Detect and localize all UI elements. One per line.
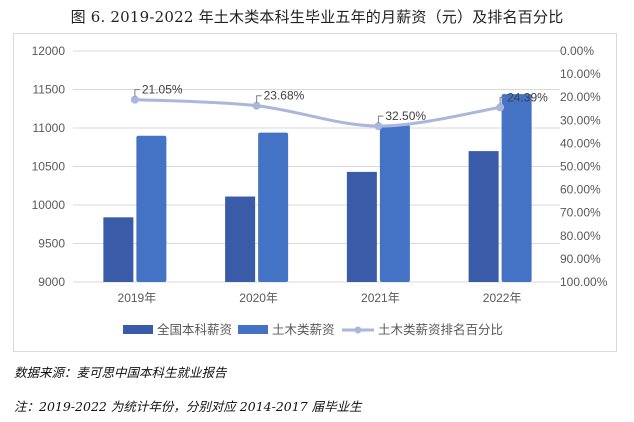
x-tick-label: 2022年 <box>483 291 522 305</box>
remark-note: 注：2019-2022 为统计年份，分别对应 2014-2017 届毕业生 <box>14 399 362 414</box>
label-leader <box>377 115 384 124</box>
rank-data-label: 32.50% <box>385 109 426 123</box>
left-tick-label: 9500 <box>38 237 65 251</box>
bar-civil-salary <box>379 124 410 282</box>
right-tick-label: 0.00% <box>560 44 594 58</box>
bar-civil-salary <box>136 135 167 282</box>
right-tick-label: 90.00% <box>560 252 601 266</box>
chart-title: 图 6. 2019-2022 年土木类本科生毕业五年的月薪资（元）及排名百分比 <box>70 8 564 26</box>
data-source-note: 数据来源：麦可思中国本科生就业报告 <box>14 365 227 380</box>
bar-national-salary <box>468 151 499 282</box>
bar-national-salary <box>346 171 377 282</box>
legend: 全国本科薪资 土木类薪资 土木类薪资排名百分比 <box>123 322 503 337</box>
bar-national-salary <box>225 196 256 282</box>
left-tick-label: 10500 <box>32 160 66 174</box>
right-tick-label: 50.00% <box>560 160 601 174</box>
rank-marker <box>252 101 261 110</box>
x-tick-label: 2020年 <box>239 291 278 305</box>
right-tick-label: 80.00% <box>560 229 601 243</box>
right-axis-ticks: 0.00% 10.00% 20.00% 30.00% 40.00% 50.00% 60.00… <box>560 44 608 289</box>
left-tick-label: 11500 <box>33 83 66 97</box>
bar-national-salary <box>103 217 134 282</box>
legend-swatch-national <box>123 325 153 334</box>
rank-marker <box>130 95 139 104</box>
label-leader <box>256 95 262 103</box>
rank-marker <box>374 122 383 131</box>
left-tick-label: 10000 <box>32 198 66 212</box>
legend-label-rank: 土木类薪资排名百分比 <box>378 322 503 337</box>
label-leader <box>499 96 506 105</box>
rank-data-label: 21.05% <box>142 83 183 97</box>
rank-marker <box>496 103 505 112</box>
right-tick-label: 100.00% <box>560 275 608 289</box>
x-axis-labels: 2019年 2020年 2021年 2022年 <box>118 291 522 305</box>
right-tick-label: 40.00% <box>560 136 601 150</box>
rank-data-label: 23.68% <box>264 89 305 103</box>
right-tick-label: 30.00% <box>560 113 601 127</box>
bar-civil-salary <box>501 94 532 283</box>
legend-label-civil: 土木类薪资 <box>272 323 335 337</box>
right-tick-label: 20.00% <box>560 90 601 104</box>
left-axis-ticks: 12000 11500 11000 10500 10000 9500 9000 <box>32 44 66 289</box>
x-tick-label: 2019年 <box>118 291 157 305</box>
rank-line-series: 21.05% 23.68% 32.50% 24.39% <box>130 83 548 131</box>
x-tick-label: 2021年 <box>361 291 400 305</box>
right-tick-label: 70.00% <box>560 206 601 220</box>
legend-swatch-civil <box>238 325 268 334</box>
rank-line <box>134 98 501 128</box>
left-tick-label: 9000 <box>38 275 65 289</box>
bar-civil-salary <box>258 132 289 282</box>
legend-label-national: 全国本科薪资 <box>157 322 232 337</box>
left-tick-label: 12000 <box>32 44 66 58</box>
legend-marker-rank <box>354 326 362 334</box>
left-tick-label: 11000 <box>33 121 66 135</box>
bar-series <box>103 94 532 283</box>
right-tick-label: 60.00% <box>560 183 601 197</box>
label-leader <box>134 89 140 97</box>
right-tick-label: 10.00% <box>560 67 601 81</box>
rank-data-label: 24.39% <box>507 90 548 104</box>
chart-frame <box>13 33 617 352</box>
